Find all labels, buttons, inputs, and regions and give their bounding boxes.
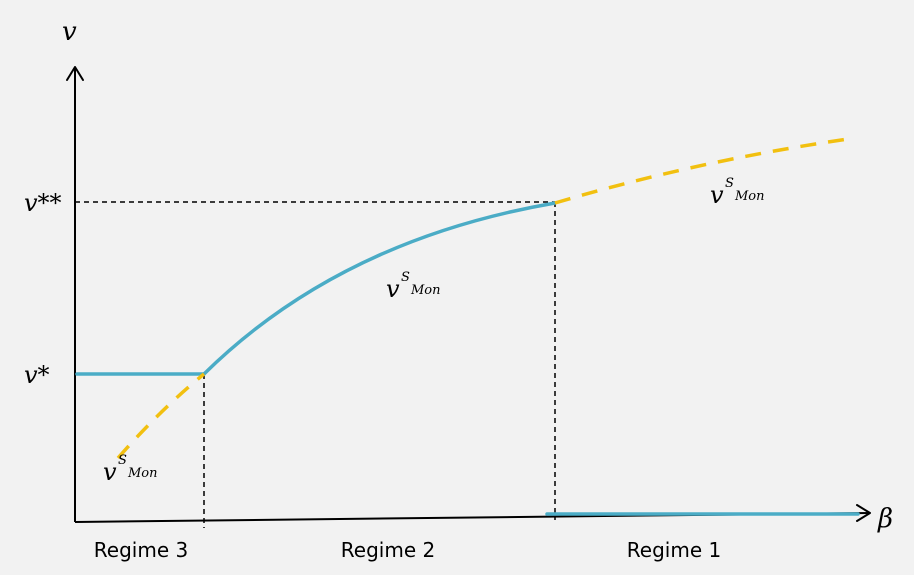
curve-label-low-base: v: [103, 458, 117, 486]
curve-label-high-base: v: [710, 181, 724, 209]
rising-v-curve-regime-2: [202, 201, 557, 376]
dashed-v-curve-low: [116, 372, 206, 460]
curve-label-mid-sup: S: [401, 270, 410, 285]
curve-label-high-sub: Mon: [734, 189, 765, 204]
x-axis-label: β: [877, 504, 893, 534]
curve-label-mid: v S Mon: [386, 270, 441, 303]
regime-1-label: Regime 1: [627, 538, 721, 562]
curve-label-low: v S Mon: [103, 453, 158, 486]
curve-label-low-sub: Mon: [127, 466, 158, 481]
curve-label-high-sup: S: [725, 176, 734, 191]
curve-label-low-sup: S: [118, 453, 127, 468]
curve-label-mid-base: v: [386, 275, 400, 303]
dashed-v-curve-high: [554, 136, 856, 205]
v-star-label: v*: [24, 361, 50, 389]
y-axis-label: v: [62, 17, 77, 47]
curve-label-high: v S Mon: [710, 176, 765, 209]
curve-label-mid-sub: Mon: [410, 283, 441, 298]
x-axis-arrowhead: [856, 504, 871, 522]
regime-2-label: Regime 2: [341, 538, 435, 562]
y-axis-arrowhead: [66, 66, 84, 81]
regime-3-label: Regime 3: [94, 538, 188, 562]
v-double-star-label: v**: [24, 189, 62, 217]
